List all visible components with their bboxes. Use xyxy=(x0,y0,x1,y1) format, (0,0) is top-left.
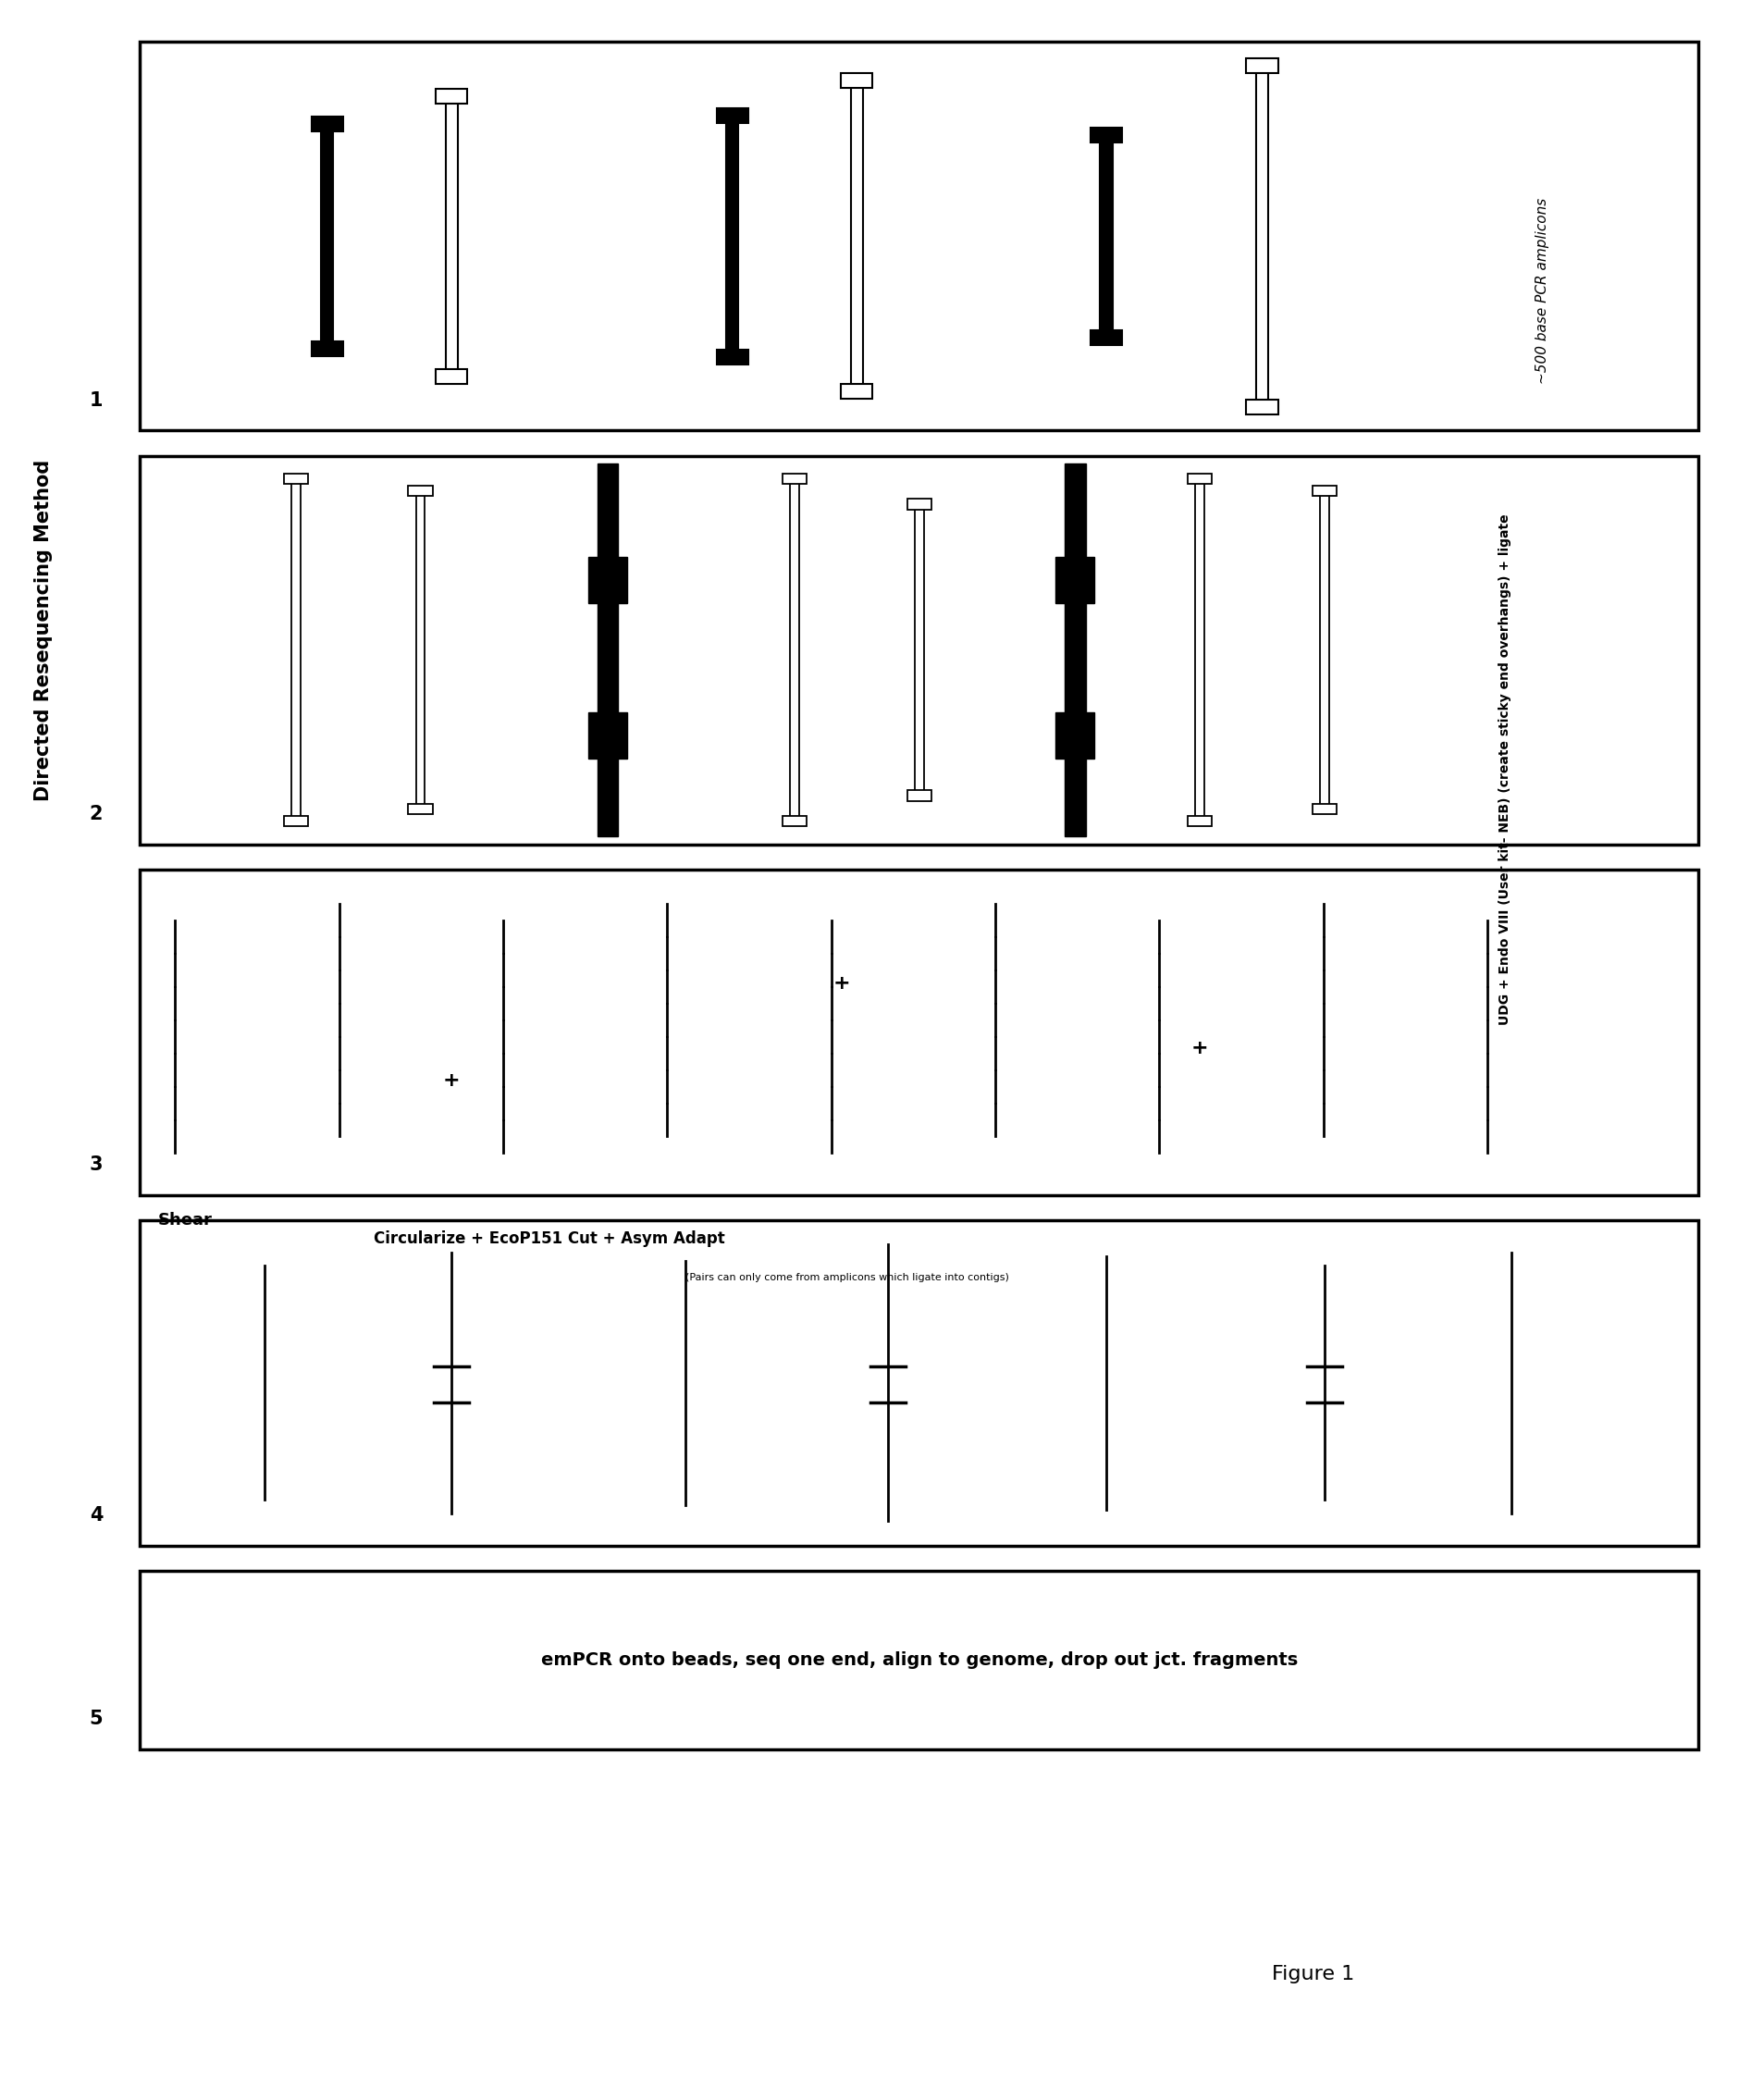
Bar xyxy=(783,475,807,485)
Text: 1: 1 xyxy=(89,391,103,409)
Bar xyxy=(312,115,343,130)
Bar xyxy=(284,815,308,825)
Text: Directed Resequencing Method: Directed Resequencing Method xyxy=(35,460,53,800)
Bar xyxy=(588,556,627,603)
Text: 5: 5 xyxy=(89,1709,103,1728)
Bar xyxy=(716,109,748,124)
Text: Figure 1: Figure 1 xyxy=(1271,1966,1355,1982)
Bar xyxy=(790,479,798,821)
Bar xyxy=(1100,134,1112,338)
Bar xyxy=(588,712,627,758)
Bar xyxy=(1311,804,1336,815)
Bar xyxy=(1056,712,1094,758)
Bar xyxy=(840,384,872,399)
Text: (Pairs can only come from amplicons which ligate into contigs): (Pairs can only come from amplicons whic… xyxy=(686,1273,1009,1281)
Text: UDG + Endo VIII (User kit- NEB) (create sticky end overhangs) + ligate: UDG + Endo VIII (User kit- NEB) (create … xyxy=(1499,514,1511,1025)
Bar xyxy=(1187,475,1212,485)
Bar xyxy=(436,88,468,103)
Bar xyxy=(140,42,1698,430)
Bar xyxy=(312,342,343,357)
Bar xyxy=(1247,59,1278,74)
Bar xyxy=(907,500,932,510)
Text: +: + xyxy=(833,974,849,993)
Bar xyxy=(1320,491,1329,808)
Bar xyxy=(840,74,872,88)
Bar xyxy=(597,464,618,836)
Text: ~500 base PCR amplicons: ~500 base PCR amplicons xyxy=(1536,197,1550,384)
Bar xyxy=(445,97,459,376)
Bar xyxy=(1187,815,1212,825)
Bar xyxy=(1247,399,1278,414)
Bar xyxy=(291,479,301,821)
Bar xyxy=(140,1220,1698,1546)
Bar xyxy=(783,815,807,825)
Bar xyxy=(1091,128,1122,143)
Text: emPCR onto beads, seq one end, align to genome, drop out jct. fragments: emPCR onto beads, seq one end, align to … xyxy=(541,1651,1297,1670)
Bar xyxy=(140,869,1698,1195)
Text: Circularize + EcoP151 Cut + Asym Adapt: Circularize + EcoP151 Cut + Asym Adapt xyxy=(375,1231,725,1247)
Bar xyxy=(1196,479,1205,821)
Bar xyxy=(1056,556,1094,603)
Bar xyxy=(851,80,863,391)
Bar xyxy=(320,124,333,349)
Bar xyxy=(1311,485,1336,496)
Bar xyxy=(1065,464,1086,836)
Bar xyxy=(408,804,432,815)
Bar xyxy=(284,475,308,485)
Bar xyxy=(417,491,425,808)
Bar xyxy=(1255,65,1268,407)
Text: 4: 4 xyxy=(89,1506,103,1525)
Bar xyxy=(140,1571,1698,1749)
Text: 2: 2 xyxy=(89,804,103,823)
Bar xyxy=(916,504,925,796)
Bar xyxy=(436,370,468,384)
Bar xyxy=(140,456,1698,844)
Bar xyxy=(716,349,748,363)
Bar xyxy=(907,790,932,800)
Bar xyxy=(408,485,432,496)
Text: 3: 3 xyxy=(89,1155,103,1174)
Bar xyxy=(727,115,739,357)
Text: Shear: Shear xyxy=(158,1212,212,1228)
Text: +: + xyxy=(1191,1040,1208,1058)
Bar xyxy=(1091,330,1122,344)
Text: +: + xyxy=(443,1071,461,1090)
